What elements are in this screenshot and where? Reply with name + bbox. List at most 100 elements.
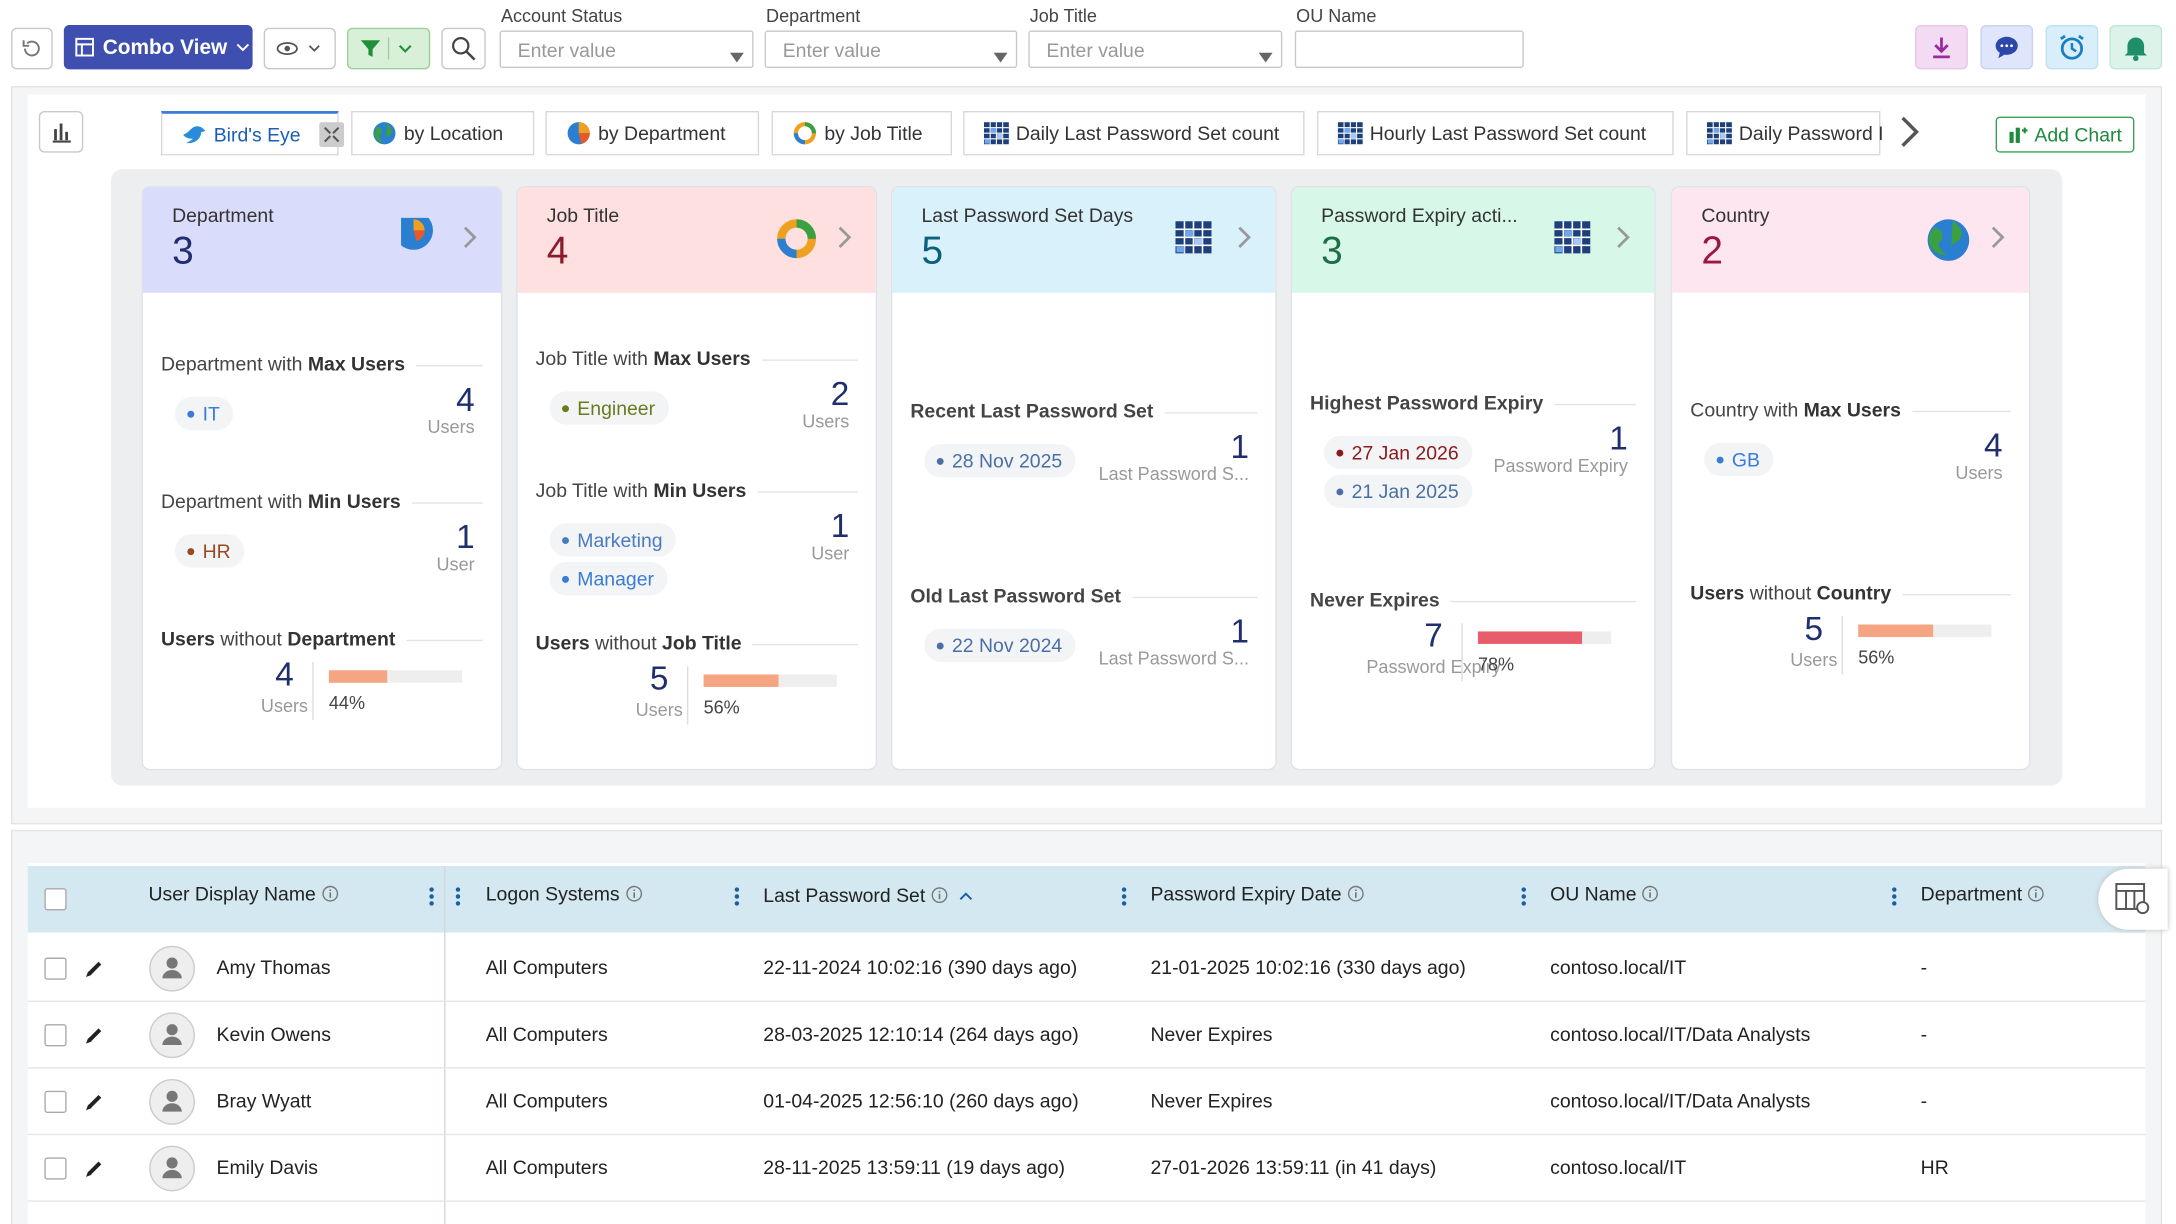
- icon[interactable]: [85, 959, 104, 985]
- value-tag[interactable]: 28 Nov 2025: [924, 444, 1077, 478]
- refresh-button[interactable]: [11, 27, 53, 70]
- tab-icon: [792, 121, 817, 146]
- icon[interactable]: [85, 1092, 104, 1118]
- stat-value: 4: [1983, 427, 2003, 465]
- frozen-column-divider: [444, 865, 446, 1224]
- icon: [1926, 218, 1970, 269]
- stat-value: 4: [275, 656, 294, 694]
- value-tag[interactable]: GB: [1704, 442, 1774, 477]
- value-tag[interactable]: HR: [174, 534, 245, 568]
- filter-input[interactable]: [1294, 30, 1524, 69]
- chart-tab[interactable]: by Location: [351, 111, 535, 156]
- table-cell: Never Expires: [1150, 1022, 1273, 1045]
- column-header[interactable]: OU Name: [1550, 883, 1659, 907]
- stat-value: 1: [456, 519, 475, 557]
- column-header[interactable]: Password Expiry Date: [1150, 883, 1364, 907]
- select-all-checkbox[interactable]: [44, 888, 67, 911]
- column-header[interactable]: Last Password Set: [763, 883, 972, 908]
- value-tag[interactable]: 22 Nov 2024: [924, 628, 1077, 662]
- filter-placeholder: Enter value: [782, 38, 881, 62]
- add-chart-button[interactable]: Add Chart: [1995, 116, 2135, 153]
- chat-button[interactable]: [1980, 24, 2034, 70]
- schedule-button[interactable]: [2045, 24, 2099, 70]
- tag-dot: [562, 537, 569, 545]
- card-header[interactable]: Password Expiry acti... 3: [1292, 187, 1655, 293]
- tabs-next-arrow[interactable]: [1896, 111, 1924, 153]
- heading-text: Country: [1816, 581, 1892, 604]
- card-title: Last Password Set Days: [921, 204, 1134, 227]
- row-checkbox[interactable]: [44, 1157, 67, 1180]
- row-checkbox[interactable]: [44, 1024, 67, 1047]
- tag-dot: [187, 410, 195, 418]
- heading-text: Users: [160, 627, 215, 650]
- chart-toggle-button[interactable]: [38, 111, 84, 153]
- stat-unit: Users: [1790, 649, 1838, 671]
- card-header[interactable]: Country 2: [1672, 187, 2029, 293]
- chart-tab[interactable]: Daily Password I: [1686, 111, 1884, 156]
- icon[interactable]: [85, 1159, 104, 1185]
- value-tag[interactable]: Marketing: [549, 523, 677, 557]
- table-cell: contoso.local/IT: [1550, 1156, 1687, 1179]
- filter-placeholder: Enter value: [517, 38, 616, 62]
- percent-bar: [703, 674, 779, 687]
- tab-label: Daily Last Password Set count: [1015, 122, 1280, 145]
- table-cell: HR: [1920, 1156, 1949, 1179]
- card-title: Password Expiry acti...: [1321, 204, 1518, 227]
- chart-tab[interactable]: by Job Title: [771, 111, 953, 156]
- table-cell: All Computers: [485, 1022, 608, 1045]
- row-divider: [27, 1000, 2146, 1002]
- value-tag[interactable]: Engineer: [549, 391, 669, 425]
- row-checkbox[interactable]: [44, 1090, 67, 1113]
- filter-input[interactable]: Enter value: [764, 30, 1018, 69]
- icon[interactable]: [85, 1026, 104, 1052]
- section-heading: Never Expires: [1310, 588, 1451, 611]
- search-button[interactable]: [441, 27, 486, 70]
- column-title: OU Name: [1550, 882, 1637, 905]
- row-checkbox[interactable]: [44, 957, 67, 980]
- export-button[interactable]: [1915, 24, 1968, 70]
- notification-button[interactable]: [2109, 24, 2163, 70]
- value-tag[interactable]: 21 Jan 2025: [1323, 474, 1473, 508]
- icon: [429, 887, 435, 913]
- table-cell: 28-03-2025 12:10:14 (264 days ago): [763, 1022, 1079, 1045]
- chart-tab[interactable]: Daily Last Password Set count: [963, 111, 1305, 156]
- percent-label: 44%: [328, 692, 366, 714]
- filter-input[interactable]: Enter value: [1028, 30, 1283, 69]
- value-tag[interactable]: Manager: [549, 562, 668, 596]
- combo-view-button[interactable]: Combo View: [63, 24, 253, 70]
- tab-expand-icon[interactable]: [318, 121, 344, 147]
- section-heading: Job Title with Min Users: [535, 478, 758, 501]
- column-title: Logon Systems: [485, 882, 620, 905]
- value-tag[interactable]: IT: [174, 396, 234, 431]
- heading-text: Job Title with: [535, 478, 648, 501]
- row-divider: [27, 1133, 2146, 1136]
- table-cell: Amy Thomas: [216, 956, 331, 979]
- icon: [455, 887, 461, 913]
- icon: [776, 218, 818, 267]
- card-header[interactable]: Department 3: [142, 187, 501, 293]
- card-header[interactable]: Job Title 4: [517, 187, 876, 293]
- column-settings-button[interactable]: [2098, 868, 2168, 930]
- tab-label: Hourly Last Password Set count: [1369, 122, 1647, 145]
- column-header[interactable]: User Display Name: [148, 883, 338, 907]
- value-tag[interactable]: 27 Jan 2026: [1323, 435, 1473, 470]
- visibility-button[interactable]: [263, 27, 336, 70]
- section-heading: Recent Last Password Set: [910, 399, 1165, 422]
- chart-tab[interactable]: by Department: [545, 111, 760, 156]
- icon: [148, 1078, 195, 1132]
- tab-icon: [566, 121, 591, 146]
- percent-label: 78%: [1477, 653, 1515, 675]
- table-cell: All Computers: [485, 956, 608, 979]
- filter-input[interactable]: Enter value: [499, 30, 754, 69]
- chart-tab[interactable]: Hourly Last Password Set count: [1316, 111, 1674, 156]
- column-header[interactable]: Department: [1921, 883, 2045, 907]
- column-header[interactable]: Logon Systems: [486, 883, 642, 907]
- card-header[interactable]: Last Password Set Days 5: [892, 187, 1276, 293]
- tab-strip: Bird's Eye by Location by Department by Job…: [139, 111, 1919, 156]
- summary-card: Password Expiry acti... 3 Highest Password…: [1290, 185, 1656, 771]
- section-heading: Users without Country: [1690, 581, 1903, 604]
- filter-button[interactable]: [346, 27, 431, 70]
- chart-tab[interactable]: Bird's Eye: [160, 111, 344, 156]
- table-cell: 28-11-2025 13:59:11 (19 days ago): [763, 1156, 1065, 1179]
